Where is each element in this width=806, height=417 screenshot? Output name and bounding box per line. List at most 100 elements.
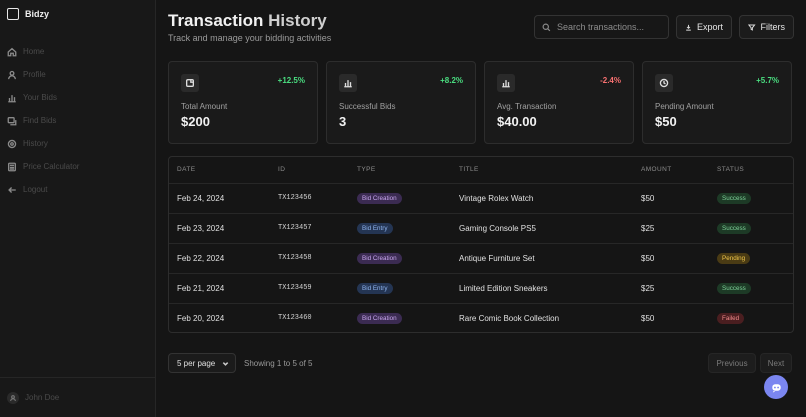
column-header-id[interactable]: ID: [278, 166, 286, 174]
bar-chart-icon: [339, 74, 357, 92]
type-badge: Bid Entry: [357, 282, 393, 294]
transactions-table: DATE ID TYPE TITLE AMOUNT STATUS Feb 24,…: [168, 156, 794, 333]
sidebar-item-label: History: [23, 139, 48, 148]
logout-icon: [8, 186, 16, 193]
bar-chart-icon: [497, 74, 515, 92]
bidzy-logo-icon: [7, 8, 19, 20]
cell-status: Success: [709, 273, 793, 303]
sidebar-item-profile[interactable]: Profile: [0, 63, 155, 86]
sidebar-item-history[interactable]: History: [0, 132, 155, 155]
page-title: Transaction History: [168, 11, 327, 31]
pagination-summary: Showing 1 to 5 of 5: [244, 359, 313, 368]
cell-type: Bid Entry: [349, 273, 451, 303]
stat-card-total-amount: +12.5% Total Amount $200: [168, 61, 318, 144]
cell-title: Vintage Rolex Watch: [459, 193, 534, 203]
table-row[interactable]: Feb 23, 2024 TX123457 Bid Entry Gaming C…: [169, 213, 793, 243]
next-page-button[interactable]: Next: [760, 353, 792, 373]
previous-page-button[interactable]: Previous: [708, 353, 756, 373]
sidebar-item-label: Find Bids: [23, 116, 57, 125]
sidebar-item-label: Home: [23, 47, 45, 56]
sidebar-item-your-bids[interactable]: Your Bids: [0, 86, 155, 109]
sidebar-item-home[interactable]: Home: [0, 40, 155, 63]
chevron-down-icon: [222, 361, 229, 366]
column-header-status[interactable]: STATUS: [717, 166, 745, 174]
stat-change: +5.7%: [756, 76, 779, 85]
page-title-rest: History: [263, 11, 327, 30]
sidebar-item-label: Price Calculator: [23, 162, 80, 171]
cell-id: TX123460: [278, 314, 312, 323]
stat-value: $50: [655, 114, 677, 129]
stat-value: $40.00: [497, 114, 537, 129]
table-header-row: DATE ID TYPE TITLE AMOUNT STATUS: [169, 157, 793, 183]
cell-date: Feb 20, 2024: [177, 313, 225, 323]
cell-title: Limited Edition Sneakers: [459, 283, 548, 293]
type-badge: Bid Creation: [357, 192, 402, 204]
type-badge: Bid Creation: [357, 252, 402, 264]
cell-type: Bid Creation: [349, 243, 451, 273]
export-label: Export: [696, 22, 723, 32]
page-header: Transaction History Track and manage you…: [168, 0, 794, 55]
stat-change: +8.2%: [440, 76, 463, 85]
sidebar-item-price-calculator[interactable]: Price Calculator: [0, 155, 155, 178]
page-subtitle: Track and manage your bidding activities: [168, 33, 332, 43]
stat-label: Successful Bids: [339, 102, 396, 111]
table-row[interactable]: Feb 24, 2024 TX123456 Bid Creation Vinta…: [169, 183, 793, 213]
receipt-icon: [181, 74, 199, 92]
clock-icon: [655, 74, 673, 92]
per-page-value: 5 per page: [177, 358, 216, 368]
column-header-title[interactable]: TITLE: [459, 166, 479, 174]
cell-id: TX123458: [278, 254, 312, 262]
stats-row: +12.5% Total Amount $200 +8.2% Successfu…: [168, 61, 792, 144]
stat-card-avg-transaction: -2.4% Avg. Transaction $40.00: [484, 61, 634, 144]
download-icon: [686, 24, 691, 31]
search-input[interactable]: [557, 22, 667, 32]
stat-change: +12.5%: [277, 76, 305, 85]
home-icon: [7, 47, 17, 56]
table-row[interactable]: Feb 21, 2024 TX123459 Bid Entry Limited …: [169, 273, 793, 303]
export-button[interactable]: Export: [676, 15, 732, 39]
user-profile[interactable]: John Doe: [0, 377, 155, 417]
sidebar-item-label: Logout: [23, 185, 48, 194]
filter-icon: [748, 24, 756, 31]
stat-value: $200: [181, 114, 210, 129]
brand[interactable]: Bidzy: [0, 0, 155, 28]
cell-title: Gaming Console PS5: [459, 223, 536, 233]
table-row[interactable]: Feb 20, 2024 TX123460 Bid Creation Rare …: [169, 303, 793, 332]
cell-amount: $25: [641, 283, 655, 293]
cell-id: TX123457: [278, 224, 312, 232]
type-badge: Bid Entry: [357, 222, 393, 234]
cell-date: Feb 22, 2024: [177, 253, 225, 263]
find-icon: [7, 116, 17, 125]
chat-assistant-button[interactable]: [764, 375, 788, 399]
cell-status: Pending: [709, 243, 793, 273]
cell-date: Feb 23, 2024: [177, 223, 225, 233]
cell-amount: $50: [641, 313, 655, 323]
cell-title: Rare Comic Book Collection: [459, 313, 560, 323]
cell-status: Success: [709, 183, 793, 213]
page-title-main: Transaction: [168, 11, 264, 30]
cell-status: Failed: [709, 303, 793, 332]
status-badge: Success: [717, 282, 751, 294]
filters-button[interactable]: Filters: [739, 15, 794, 39]
status-badge: Pending: [717, 252, 751, 264]
search-box[interactable]: [534, 15, 669, 39]
cell-amount: $50: [641, 193, 655, 203]
cell-type: Bid Creation: [349, 303, 451, 332]
cell-id: TX123459: [278, 284, 312, 292]
chat-bot-icon: [771, 383, 781, 393]
column-header-type[interactable]: TYPE: [357, 166, 376, 174]
sidebar-item-logout[interactable]: Logout: [0, 178, 155, 201]
per-page-select[interactable]: 5 per page: [168, 353, 236, 373]
cell-id: TX123456: [278, 194, 312, 202]
table-row[interactable]: Feb 22, 2024 TX123458 Bid Creation Antiq…: [169, 243, 793, 273]
cell-type: Bid Entry: [349, 213, 451, 243]
column-header-date[interactable]: DATE: [177, 166, 196, 174]
sidebar-item-label: Profile: [23, 70, 46, 79]
sidebar-item-label: Your Bids: [23, 93, 57, 102]
cell-date: Feb 24, 2024: [177, 193, 225, 203]
status-badge: Success: [717, 222, 751, 234]
column-header-amount[interactable]: AMOUNT: [641, 166, 672, 174]
user-name: John Doe: [25, 393, 60, 402]
sidebar-item-find-bids[interactable]: Find Bids: [0, 109, 155, 132]
